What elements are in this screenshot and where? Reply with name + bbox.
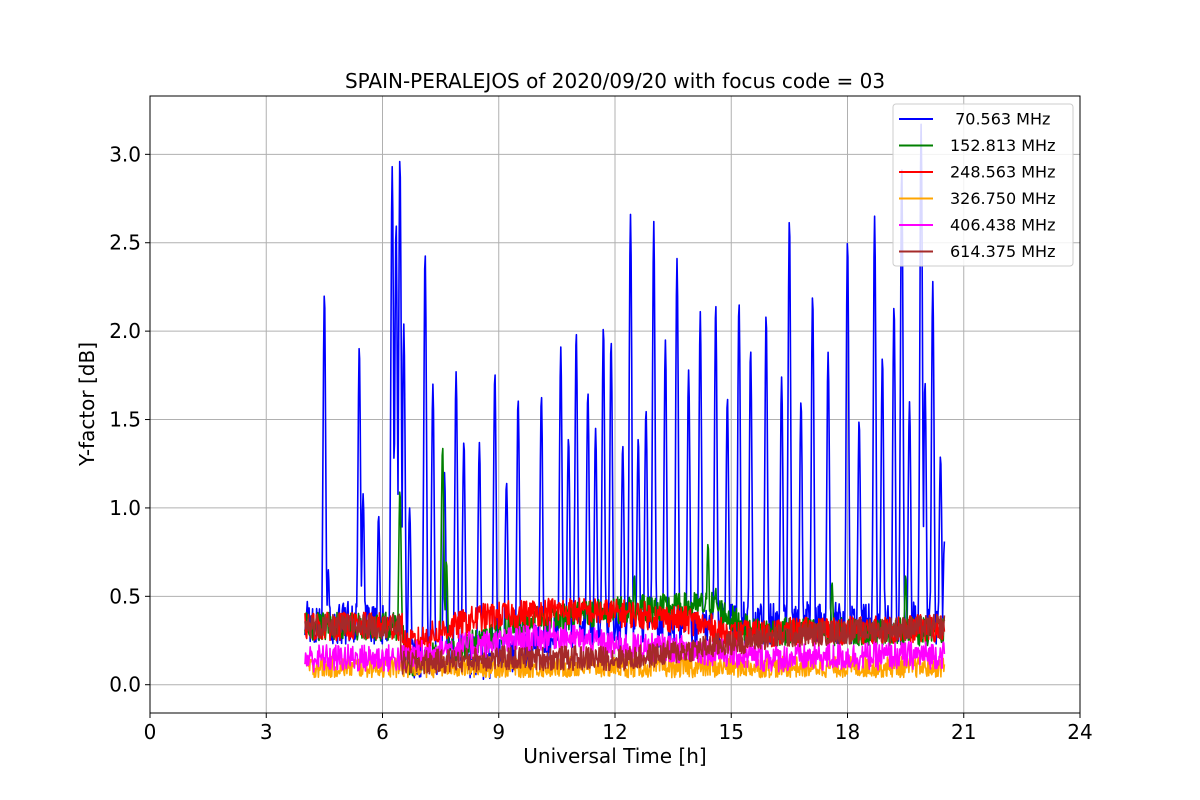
legend-box [892,103,1074,267]
x-tick-label: 9 [492,720,505,744]
axis-ticks: 0 3 6 9 12 15 18 21 24 0.0 0.5 1.0 1.5 2.0 2.5 3.0 [109,142,1093,744]
series-line-4 [304,621,946,673]
x-tick-label: 6 [376,720,389,744]
y-tick-label: 1.0 [109,496,141,520]
x-tick-label: 3 [260,720,273,744]
legend-label-4: 406.438 MHz [950,216,1055,235]
y-tick-label: 3.0 [109,142,141,166]
x-tick-label: 0 [144,720,157,744]
y-tick-label: 0.0 [109,673,141,697]
series-layer [304,123,946,680]
legend-label-0: 70.563 MHz [950,110,1050,129]
y-tick-label: 2.5 [109,231,141,255]
y-axis-label: Y-factor [dB] [75,342,99,467]
legend-label-2: 248.563 MHz [950,163,1055,182]
legend: 70.563 MHz 152.813 MHz 248.563 MHz 326.750 … [892,103,1074,267]
x-tick-label: 15 [719,720,744,744]
y-tick-label: 2.0 [109,319,141,343]
series-line-5 [304,613,946,675]
x-tick-label: 24 [1067,720,1092,744]
x-tick-label: 18 [835,720,860,744]
y-tick-label: 0.5 [109,584,141,608]
chart-title: SPAIN-PERALEJOS of 2020/09/20 with focus… [345,69,885,93]
x-tick-label: 12 [602,720,627,744]
y-tick-label: 1.5 [109,408,141,432]
x-axis-label: Universal Time [h] [523,744,706,768]
legend-label-5: 614.375 MHz [950,242,1055,261]
x-tick-label: 21 [951,720,976,744]
legend-label-3: 326.750 MHz [950,189,1055,208]
legend-label-1: 152.813 MHz [950,136,1055,155]
